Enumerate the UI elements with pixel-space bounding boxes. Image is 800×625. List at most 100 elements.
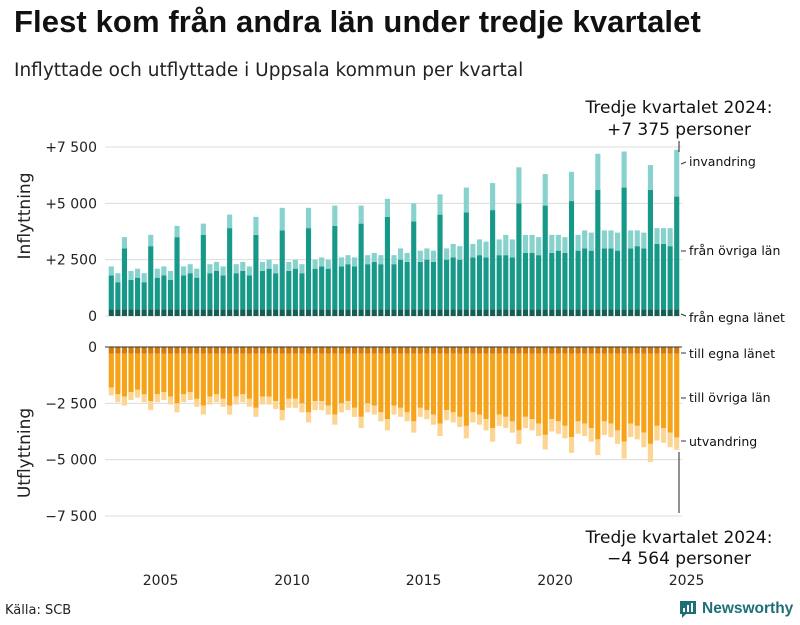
bar-out-other-counties xyxy=(384,353,390,420)
bar-out-own-county xyxy=(312,347,318,354)
bar-in-own-county xyxy=(312,309,318,316)
bar-out-other-counties xyxy=(174,353,180,404)
bar-in-own-county xyxy=(634,309,640,316)
bar-in-other-counties xyxy=(667,246,673,310)
source-note: Källa: SCB xyxy=(5,603,72,618)
bar-in-other-counties xyxy=(161,275,167,310)
bar-out-emigration xyxy=(351,407,358,417)
label-till-ovriga-lan: till övriga län xyxy=(689,390,771,405)
label-utvandring: utvandring xyxy=(689,434,757,449)
label-leader-egna-in xyxy=(680,313,687,317)
bar-out-own-county xyxy=(614,347,621,354)
bar-in-own-county xyxy=(305,309,312,316)
bar-out-other-counties xyxy=(483,353,489,420)
bar-in-other-counties xyxy=(128,279,134,310)
bar-out-other-counties xyxy=(358,353,364,417)
bar-in-immigration xyxy=(292,259,298,269)
bar-in-own-county xyxy=(378,309,384,316)
bar-in-other-counties xyxy=(457,259,463,310)
bar-in-other-counties xyxy=(404,261,410,310)
bar-out-own-county xyxy=(266,347,272,354)
bar-out-other-counties xyxy=(220,353,226,399)
bar-in-other-counties xyxy=(325,268,331,310)
y-tick-label-out: −7 500 xyxy=(45,509,97,525)
bar-out-own-county xyxy=(141,347,147,354)
bar-in-immigration xyxy=(536,237,542,256)
bar-out-own-county xyxy=(549,347,555,354)
bar-in-other-counties xyxy=(279,230,285,310)
bar-out-other-counties xyxy=(286,353,292,399)
bar-in-own-county xyxy=(398,309,404,316)
bar-in-other-counties xyxy=(463,212,469,310)
bar-in-own-county xyxy=(213,309,220,316)
bar-in-other-counties xyxy=(582,248,588,310)
bar-in-own-county xyxy=(115,309,121,316)
bar-out-own-county xyxy=(595,347,601,354)
bar-out-own-county xyxy=(148,347,154,354)
migration-chart: Inflyttning Utflyttning 0 +2 500 +5 000 +7 … xyxy=(15,98,785,589)
bar-out-other-counties xyxy=(378,353,384,413)
y-tick-label-in: +5 000 xyxy=(45,196,97,212)
bar-out-other-counties xyxy=(516,353,522,431)
bar-out-emigration xyxy=(371,405,377,415)
bar-in-immigration xyxy=(167,270,174,280)
bar-in-immigration xyxy=(496,239,502,256)
bar-in-other-counties xyxy=(503,255,509,310)
bar-out-other-counties xyxy=(135,353,141,390)
bar-in-other-counties xyxy=(338,266,344,310)
series-labels: invandring från övriga län från egna län… xyxy=(680,154,785,449)
bar-out-own-county xyxy=(667,347,673,354)
bar-out-own-county xyxy=(246,347,252,354)
bar-out-emigration xyxy=(509,421,515,433)
bar-out-emigration xyxy=(588,428,594,442)
bar-out-emigration xyxy=(358,416,364,429)
bar-out-own-county xyxy=(121,347,128,354)
bar-out-emigration xyxy=(470,412,476,423)
y-tick-label-in: +7 500 xyxy=(45,140,97,156)
bar-out-other-counties xyxy=(332,353,338,415)
bar-out-other-counties xyxy=(601,353,607,422)
bar-out-other-counties xyxy=(279,353,285,411)
bar-in-own-county xyxy=(647,309,653,316)
newsworthy-logo-icon xyxy=(680,601,696,618)
bar-out-own-county xyxy=(463,347,469,354)
bar-out-own-county xyxy=(628,347,634,354)
bar-in-own-county xyxy=(338,309,344,316)
bar-out-emigration xyxy=(213,394,220,403)
y-tick-label-out: −2 500 xyxy=(45,396,97,412)
bar-in-immigration xyxy=(108,266,114,276)
bar-in-immigration xyxy=(549,234,555,253)
bar-in-own-county xyxy=(614,309,621,316)
bar-out-other-counties xyxy=(292,353,298,399)
bar-out-emigration xyxy=(562,425,568,439)
bar-in-other-counties xyxy=(345,264,351,310)
bar-out-own-county xyxy=(187,347,193,354)
bar-in-own-county xyxy=(279,309,285,316)
x-tick-labels: 2005 2010 2015 2020 2025 xyxy=(143,573,705,589)
bar-out-emigration xyxy=(115,394,121,403)
bar-in-other-counties xyxy=(351,266,358,310)
bar-out-own-county xyxy=(562,347,568,354)
bar-out-own-county xyxy=(358,347,364,354)
bar-in-immigration xyxy=(601,230,607,249)
y-tick-labels: 0 +2 500 +5 000 +7 500 0 −2 500 −5 000 −7 500 xyxy=(45,140,97,525)
bar-out-own-county xyxy=(194,347,200,354)
bar-in-immigration xyxy=(470,243,476,258)
bar-out-own-county xyxy=(641,347,647,354)
bar-in-other-counties xyxy=(424,259,430,310)
bar-in-other-counties xyxy=(516,203,522,310)
bar-in-immigration xyxy=(227,214,233,229)
bar-out-own-county xyxy=(253,347,259,354)
x-tick-label: 2005 xyxy=(143,573,179,589)
bar-in-other-counties xyxy=(253,234,259,310)
bar-out-emigration xyxy=(529,419,535,431)
bar-out-other-counties xyxy=(200,353,206,406)
bar-out-other-counties xyxy=(470,353,476,413)
bar-out-other-counties xyxy=(568,353,575,438)
bar-in-immigration xyxy=(220,266,226,276)
bar-out-own-county xyxy=(654,347,660,354)
bar-out-emigration xyxy=(608,423,614,438)
bar-in-immigration xyxy=(246,266,252,276)
bar-in-immigration xyxy=(253,216,259,235)
bar-out-other-counties xyxy=(325,353,331,406)
